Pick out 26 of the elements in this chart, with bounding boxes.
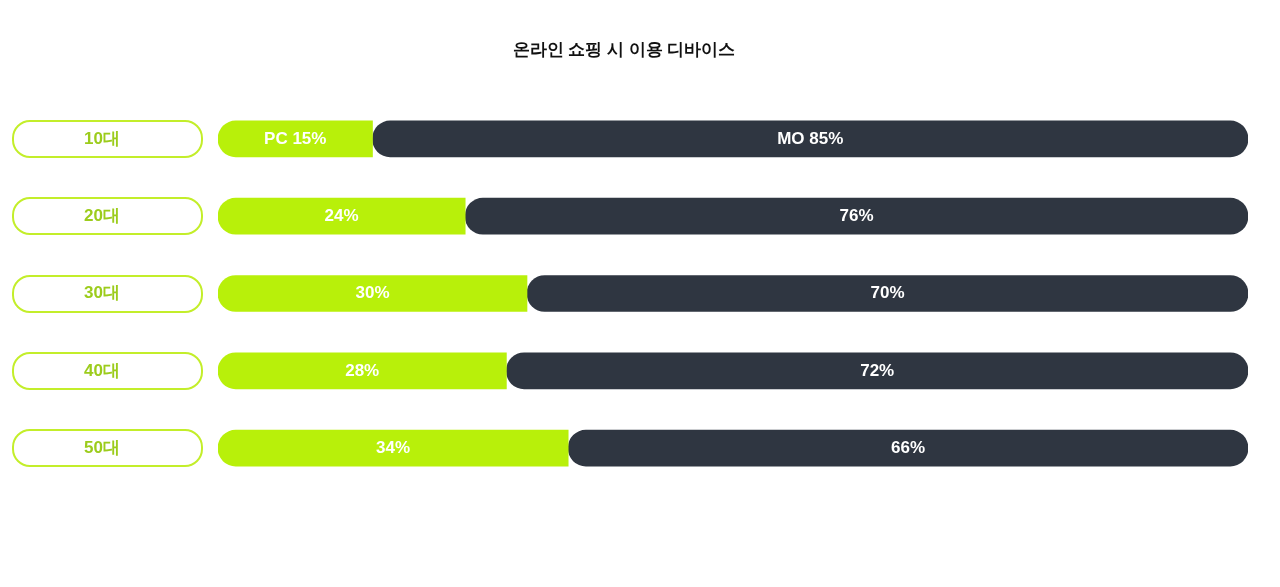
data-label: 34% (376, 437, 411, 457)
data-label: 70% (870, 283, 905, 303)
bar (218, 120, 373, 158)
data-label: PC 15% (264, 128, 327, 148)
y-tick-label: 20대 (84, 205, 120, 225)
y-tick-label: 30대 (84, 283, 120, 303)
data-label: 76% (839, 205, 874, 225)
data-label: 72% (860, 360, 895, 380)
data-label: 24% (324, 205, 359, 225)
bar (506, 352, 1248, 390)
bar (567, 429, 1248, 467)
bar (218, 275, 528, 312)
bar (526, 275, 1248, 312)
data-label: 66% (891, 437, 926, 457)
y-tick-label: 10대 (84, 128, 120, 148)
data-label: MO 85% (777, 128, 844, 148)
data-label: 28% (345, 360, 380, 380)
bar (218, 429, 569, 467)
y-tick-label: 50대 (84, 437, 120, 457)
y-tick-label: 40대 (84, 360, 120, 380)
chart-title: 온라인 쇼핑 시 이용 디바이스 (512, 39, 736, 59)
bar (372, 120, 1248, 158)
bar (218, 197, 466, 235)
bar (464, 197, 1248, 235)
data-label: 30% (355, 283, 390, 303)
bar (218, 352, 507, 390)
